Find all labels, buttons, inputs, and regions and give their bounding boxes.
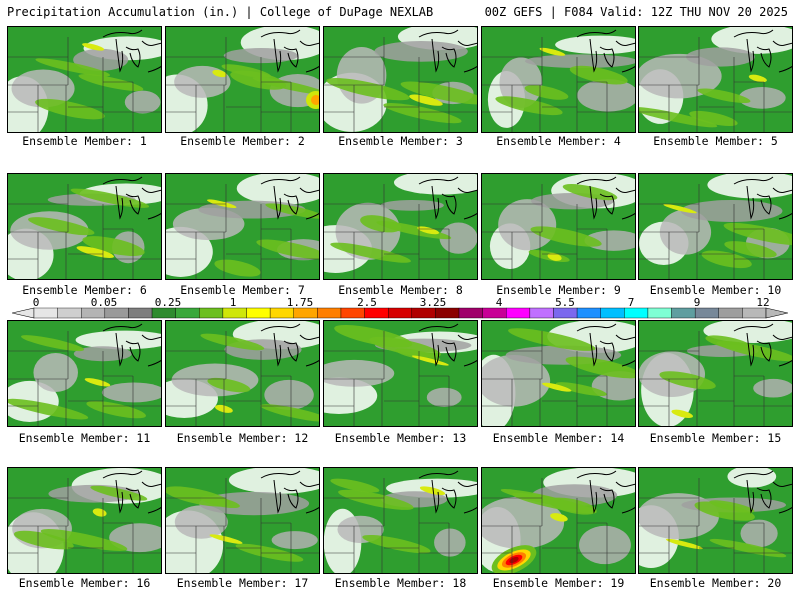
ensemble-member-map <box>638 173 793 280</box>
colorbar-min-arrow <box>12 307 35 319</box>
colorbar-swatch <box>647 307 672 319</box>
map-title: Precipitation Accumulation (in.) | Colle… <box>7 5 434 19</box>
colorbar-swatch <box>671 307 696 319</box>
ensemble-member-label: Ensemble Member: 9 <box>496 283 621 297</box>
ensemble-member-label: Ensemble Member: 4 <box>496 134 621 148</box>
colorbar-tick-label: 12 <box>756 296 770 309</box>
colorbar-swatch <box>317 307 342 319</box>
ensemble-member-label: Ensemble Member: 6 <box>22 283 147 297</box>
ensemble-member-label: Ensemble Member: 8 <box>338 283 463 297</box>
ensemble-member-map <box>7 467 162 574</box>
colorbar-swatch <box>506 307 531 319</box>
colorbar-swatch <box>553 307 578 319</box>
ensemble-member-map <box>165 467 320 574</box>
model-run-info: 00Z GEFS | F084 Valid: 12Z THU NOV 20 20… <box>484 5 788 19</box>
ensemble-member-label: Ensemble Member: 16 <box>18 576 151 590</box>
ensemble-member-map <box>481 173 636 280</box>
ensemble-member-map <box>7 320 162 427</box>
colorbar-swatch <box>458 307 483 319</box>
ensemble-member-map <box>165 26 320 133</box>
ensemble-member-map <box>481 320 636 427</box>
colorbar-swatch <box>576 307 601 319</box>
ensemble-member-map <box>323 173 478 280</box>
ensemble-member-map <box>323 320 478 427</box>
colorbar-tick-label: 7 <box>627 296 635 309</box>
colorbar-swatch <box>81 307 106 319</box>
colorbar-tick-label: 0.05 <box>90 296 118 309</box>
colorbar-swatch <box>600 307 625 319</box>
colorbar-swatch <box>128 307 153 319</box>
ensemble-member-map <box>481 26 636 133</box>
colorbar-tick-label: 9 <box>693 296 701 309</box>
colorbar-swatch <box>293 307 318 319</box>
colorbar-tick-label: 5.5 <box>555 296 575 309</box>
ensemble-member-label: Ensemble Member: 19 <box>492 576 625 590</box>
ensemble-member-label: Ensemble Member: 3 <box>338 134 463 148</box>
colorbar-swatch <box>435 307 460 319</box>
colorbar-max-arrow <box>765 307 788 319</box>
ensemble-member-map <box>7 26 162 133</box>
ensemble-member-label: Ensemble Member: 17 <box>176 576 309 590</box>
colorbar-swatch <box>529 307 554 319</box>
colorbar-swatch <box>718 307 743 319</box>
ensemble-member-map <box>481 467 636 574</box>
colorbar-tick-label: 0 <box>32 296 40 309</box>
colorbar-tick-label: 1 <box>229 296 237 309</box>
ensemble-member-label: Ensemble Member: 11 <box>18 431 151 445</box>
ensemble-member-label: Ensemble Member: 1 <box>22 134 147 148</box>
colorbar-swatch <box>199 307 224 319</box>
ensemble-member-label: Ensemble Member: 20 <box>649 576 782 590</box>
ensemble-member-map <box>165 173 320 280</box>
ensemble-member-label: Ensemble Member: 5 <box>653 134 778 148</box>
colorbar-tick-label: 4 <box>495 296 503 309</box>
colorbar-swatch <box>269 307 294 319</box>
colorbar-swatch <box>482 307 507 319</box>
colorbar-tick-label: 0.25 <box>154 296 182 309</box>
ensemble-member-map <box>638 26 793 133</box>
ensemble-member-label: Ensemble Member: 15 <box>649 431 782 445</box>
colorbar-swatch <box>364 307 389 319</box>
colorbar-tick-label: 2.5 <box>357 296 377 309</box>
ensemble-member-map <box>323 26 478 133</box>
colorbar-swatch <box>57 307 82 319</box>
colorbar-swatch <box>175 307 200 319</box>
ensemble-member-label: Ensemble Member: 14 <box>492 431 625 445</box>
precip-colorbar <box>12 307 788 319</box>
colorbar-swatch <box>694 307 719 319</box>
colorbar-swatch <box>387 307 413 319</box>
ensemble-member-label: Ensemble Member: 10 <box>649 283 782 297</box>
ensemble-member-label: Ensemble Member: 13 <box>334 431 467 445</box>
ensemble-member-label: Ensemble Member: 18 <box>334 576 467 590</box>
ensemble-member-map <box>638 467 793 574</box>
colorbar-swatch <box>222 307 247 319</box>
colorbar-swatch <box>151 307 176 319</box>
colorbar-swatch <box>246 307 271 319</box>
colorbar-tick-label: 1.75 <box>286 296 314 309</box>
colorbar-swatch <box>624 307 649 319</box>
colorbar-swatch <box>104 307 129 319</box>
colorbar-swatch <box>340 307 365 319</box>
ensemble-member-map <box>7 173 162 280</box>
ensemble-member-label: Ensemble Member: 2 <box>180 134 305 148</box>
colorbar-tick-label: 3.25 <box>419 296 447 309</box>
colorbar-swatch <box>411 307 436 319</box>
ensemble-member-map <box>323 467 478 574</box>
colorbar-swatch <box>33 307 58 319</box>
ensemble-member-label: Ensemble Member: 12 <box>176 431 309 445</box>
ensemble-member-label: Ensemble Member: 7 <box>180 283 305 297</box>
colorbar-swatch <box>742 307 767 319</box>
ensemble-member-map <box>165 320 320 427</box>
ensemble-member-map <box>638 320 793 427</box>
